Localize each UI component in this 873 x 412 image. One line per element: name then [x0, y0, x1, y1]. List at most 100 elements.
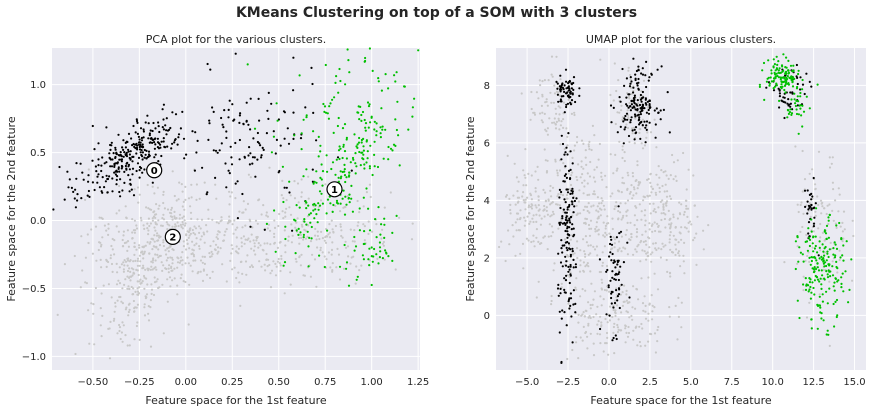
cluster-1-point — [95, 170, 98, 173]
cluster-0-point — [116, 299, 119, 302]
cluster-2-point — [391, 149, 394, 152]
cluster-0-point — [135, 306, 138, 309]
cluster-1-point — [138, 148, 142, 151]
cluster-2-point — [377, 80, 380, 83]
cluster-1-point — [152, 121, 155, 125]
cluster-0-point — [160, 261, 163, 264]
cluster-0-point — [254, 219, 258, 222]
cluster-1-point — [143, 148, 146, 152]
cluster-0-point — [290, 241, 293, 244]
cluster-2-point — [320, 163, 323, 166]
cluster-1-point — [251, 156, 255, 159]
cluster-0-point — [267, 258, 270, 261]
y-tick-label: 0.5 — [30, 148, 46, 159]
cluster-0-point — [330, 248, 334, 251]
cluster-2-point — [319, 150, 322, 153]
cluster-0-point — [126, 259, 130, 262]
cluster-0-point — [314, 227, 317, 230]
cluster-0-point — [133, 310, 136, 313]
cluster-0-point — [153, 226, 156, 229]
cluster-1-point — [126, 161, 129, 164]
cluster-1-point — [206, 62, 209, 66]
cluster-0-point — [238, 210, 241, 213]
cluster-0-point — [94, 225, 98, 228]
cluster-0-point — [203, 181, 206, 184]
cluster-1-point — [93, 188, 96, 192]
cluster-1-point — [144, 121, 147, 124]
cluster-0-point — [155, 245, 158, 248]
cluster-0-point — [330, 253, 333, 256]
cluster-0-point — [340, 234, 343, 238]
cluster-1-point — [236, 180, 239, 183]
cluster-1-point — [110, 141, 113, 144]
cluster-2-point — [348, 193, 351, 196]
cluster-2-point — [337, 91, 340, 94]
cluster-0-point — [193, 225, 196, 228]
cluster-0-point — [207, 217, 210, 220]
cluster-2-point — [411, 106, 414, 109]
cluster-2-point — [305, 223, 308, 226]
cluster-1-point — [138, 138, 141, 141]
cluster-0-point — [126, 275, 129, 278]
cluster-1-point — [174, 113, 178, 116]
cluster-0-point — [315, 285, 318, 288]
cluster-1-point — [128, 156, 131, 160]
cluster-1-point — [249, 225, 252, 228]
cluster-1-point — [97, 173, 100, 176]
cluster-0-point — [284, 211, 287, 214]
cluster-0-point — [250, 264, 253, 267]
cluster-0-point — [136, 293, 139, 296]
cluster-2-point — [352, 158, 355, 161]
cluster-2-point — [302, 175, 305, 178]
cluster-0-point — [285, 207, 288, 210]
cluster-2-point — [383, 236, 386, 239]
cluster-2-point — [300, 148, 303, 151]
cluster-1-point — [138, 169, 141, 172]
cluster-0-point — [230, 252, 233, 255]
cluster-0-point — [138, 280, 141, 283]
cluster-1-point — [212, 110, 215, 113]
cluster-1-point — [82, 178, 85, 181]
cluster-0-point — [84, 198, 87, 201]
cluster-0-point — [360, 264, 363, 267]
cluster-0-point — [231, 268, 234, 271]
cluster-1-point — [291, 229, 294, 232]
cluster-1-point — [285, 186, 288, 189]
cluster-2-point — [348, 171, 351, 174]
cluster-1-point — [287, 142, 291, 145]
cluster-0-point — [198, 225, 201, 228]
centroid-2-marker: 2 — [164, 228, 181, 245]
cluster-0-point — [184, 262, 187, 265]
cluster-1-point — [74, 206, 77, 209]
cluster-0-point — [215, 236, 218, 239]
cluster-0-point — [128, 267, 131, 270]
cluster-2-point — [392, 143, 396, 146]
cluster-0-point — [381, 228, 384, 231]
cluster-0-point — [216, 233, 219, 236]
cluster-1-point — [151, 129, 154, 133]
cluster-2-point — [377, 77, 380, 80]
cluster-1-point — [112, 152, 115, 155]
cluster-2-point — [393, 74, 396, 77]
cluster-0-point — [180, 183, 183, 186]
cluster-0-point — [138, 264, 141, 267]
cluster-1-point — [109, 165, 112, 168]
cluster-1-point — [94, 165, 97, 168]
cluster-0-point — [136, 264, 139, 267]
cluster-0-point — [240, 237, 243, 240]
cluster-0-point — [258, 198, 261, 201]
cluster-0-point — [191, 270, 194, 273]
cluster-0-point — [383, 258, 386, 261]
cluster-0-point — [314, 234, 317, 237]
cluster-2-point — [346, 48, 349, 51]
cluster-2-point — [379, 126, 382, 129]
cluster-1-point — [169, 126, 172, 130]
cluster-0-point — [190, 183, 193, 186]
cluster-0-point — [151, 261, 154, 264]
cluster-0-point — [237, 247, 240, 250]
cluster-1-point — [257, 97, 260, 100]
cluster-0-point — [173, 267, 176, 270]
cluster-0-point — [154, 259, 157, 262]
cluster-0-point — [126, 229, 129, 232]
cluster-0-point — [179, 259, 182, 262]
